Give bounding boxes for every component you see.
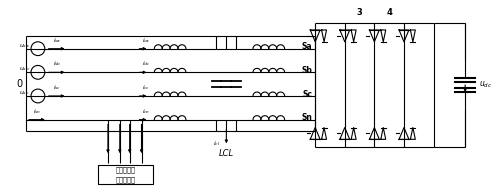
Text: $i_{sa}$: $i_{sa}$ bbox=[53, 36, 61, 45]
Text: $i_{sc}$: $i_{sc}$ bbox=[53, 83, 61, 92]
Text: $u_{sb}$: $u_{sb}$ bbox=[19, 65, 30, 73]
Text: Sb: Sb bbox=[302, 66, 312, 75]
Text: $i_{cc}$: $i_{cc}$ bbox=[142, 83, 150, 92]
Text: $u_{sa}$: $u_{sa}$ bbox=[19, 42, 30, 50]
Text: Sc: Sc bbox=[302, 89, 312, 98]
Text: $i_{Ln}$: $i_{Ln}$ bbox=[104, 164, 112, 173]
Text: Sa: Sa bbox=[302, 42, 312, 51]
Text: $i_{La}$: $i_{La}$ bbox=[138, 164, 145, 173]
Text: 3: 3 bbox=[357, 8, 363, 17]
Text: 4: 4 bbox=[386, 8, 392, 17]
Text: $u_{dc}$: $u_{dc}$ bbox=[479, 80, 492, 90]
Text: $i_{cb}$: $i_{cb}$ bbox=[142, 59, 151, 68]
Text: 0: 0 bbox=[16, 79, 22, 89]
Text: $i_{cn}$: $i_{cn}$ bbox=[142, 107, 151, 116]
Text: Sn: Sn bbox=[302, 113, 312, 122]
Text: $i_{Lb}$: $i_{Lb}$ bbox=[126, 164, 133, 173]
Text: 不平衡负载: 不平衡负载 bbox=[116, 176, 136, 183]
Text: $i_{Lc}$: $i_{Lc}$ bbox=[116, 164, 124, 173]
Text: $u_{sc}$: $u_{sc}$ bbox=[19, 89, 30, 97]
Text: 三相非线性: 三相非线性 bbox=[116, 166, 136, 173]
Text: $i_{cl}$: $i_{cl}$ bbox=[213, 139, 220, 148]
Text: LCL: LCL bbox=[219, 149, 234, 158]
Bar bbox=[98, 165, 153, 184]
Text: $i_{sn}$: $i_{sn}$ bbox=[33, 107, 41, 116]
Text: $i_{ca}$: $i_{ca}$ bbox=[142, 36, 150, 45]
Text: $i_{sb}$: $i_{sb}$ bbox=[53, 59, 61, 68]
